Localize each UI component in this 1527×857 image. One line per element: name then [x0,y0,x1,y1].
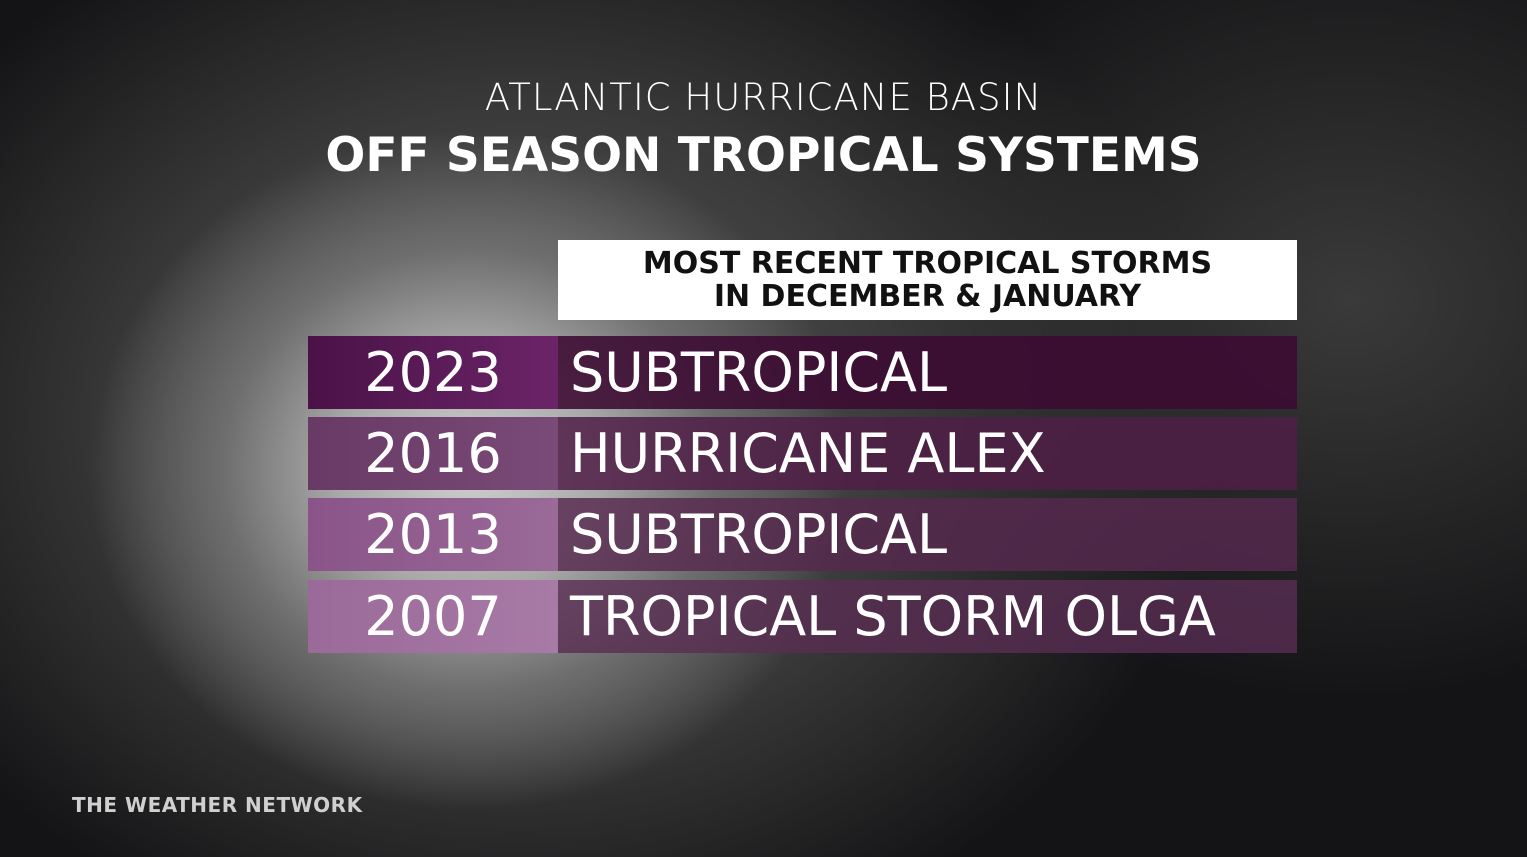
name-cell: SUBTROPICAL [558,498,1297,571]
name-cell: SUBTROPICAL [558,336,1297,409]
year-cell: 2007 [308,580,558,653]
name-cell: HURRICANE ALEX [558,417,1297,490]
name-cell: TROPICAL STORM OLGA [558,580,1297,653]
table-row: 2016 HURRICANE ALEX [308,417,1297,490]
caption-line: IN DECEMBER & JANUARY [713,279,1142,314]
year-cell: 2016 [308,417,558,490]
brand: THE WEATHER NETWORK [72,793,363,817]
table-caption: MOST RECENT TROPICAL STORMS IN DECEMBER … [558,240,1297,320]
subtitle: ATLANTIC HURRICANE BASIN [484,76,1043,119]
title: OFF SEASON TROPICAL SYSTEMS [325,128,1202,183]
table-row: 2013 SUBTROPICAL [308,498,1297,571]
year-cell: 2013 [308,498,558,571]
caption-line: MOST RECENT TROPICAL STORMS [642,246,1213,281]
table-row: 2023 SUBTROPICAL [308,336,1297,409]
year-cell: 2023 [308,336,558,409]
table-row: 2007 TROPICAL STORM OLGA [308,580,1297,653]
